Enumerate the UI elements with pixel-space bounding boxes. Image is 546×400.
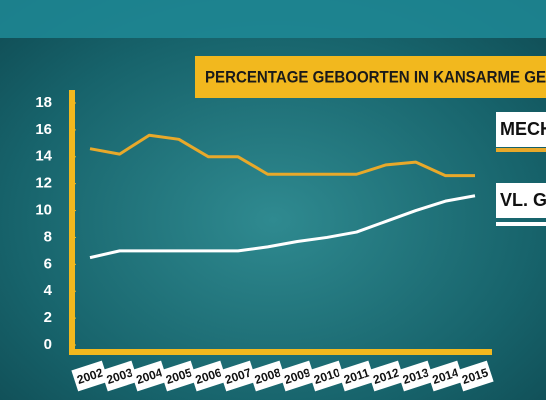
- x-tick: 2008: [249, 360, 287, 392]
- x-tick-box: [189, 360, 228, 392]
- x-tick: 2015: [456, 360, 494, 392]
- x-tick: 2011: [337, 360, 376, 392]
- series-line: [89, 133, 475, 178]
- x-tick-box: [130, 360, 168, 392]
- x-tick: 2003: [100, 360, 139, 392]
- x-tick-box: [249, 360, 287, 392]
- x-tick-box: [100, 360, 139, 392]
- x-tick: 2007: [219, 360, 257, 392]
- series-line: [89, 194, 476, 260]
- y-tick-label: 10: [35, 202, 52, 219]
- x-tick: 2006: [189, 360, 228, 392]
- x-tick-box: [337, 360, 376, 392]
- x-tick-box: [71, 360, 109, 392]
- x-tick-box: [397, 360, 435, 392]
- y-tick-label: 18: [35, 94, 52, 111]
- x-tick: 2005: [160, 360, 198, 392]
- x-tick-box: [278, 360, 316, 392]
- legend-box: [496, 183, 546, 218]
- y-tick-label: 6: [44, 255, 52, 272]
- title-box: [195, 56, 546, 98]
- legend-box: [496, 112, 546, 147]
- x-tick-box: [367, 360, 405, 392]
- x-tick: 2009: [278, 360, 316, 392]
- y-tick-label: 4: [44, 282, 53, 299]
- y-tick-label: 8: [44, 228, 52, 245]
- x-tick: 2014: [426, 360, 465, 392]
- x-tick-box: [308, 360, 346, 392]
- x-tick-box: [456, 360, 494, 392]
- y-tick-label: 0: [44, 336, 52, 353]
- legend-label: MECH: [500, 119, 546, 139]
- x-tick-box: [160, 360, 198, 392]
- y-tick-label: 2: [44, 309, 52, 326]
- x-tick: 2013: [397, 360, 435, 392]
- y-tick-label: 16: [35, 121, 52, 138]
- y-tick-label: 12: [35, 175, 52, 192]
- x-tick: 2012: [367, 360, 405, 392]
- x-tick-box: [219, 360, 257, 392]
- x-tick: 2004: [130, 360, 168, 392]
- chart-title: PERCENTAGE GEBOORTEN IN KANSARME GE: [205, 67, 546, 86]
- x-tick: 2002: [71, 360, 109, 392]
- top-band: [0, 0, 546, 38]
- y-tick-label: 14: [35, 148, 52, 165]
- x-tick: 2010: [308, 360, 346, 392]
- x-tick-box: [426, 360, 465, 392]
- legend-label: VL. GE: [500, 190, 546, 210]
